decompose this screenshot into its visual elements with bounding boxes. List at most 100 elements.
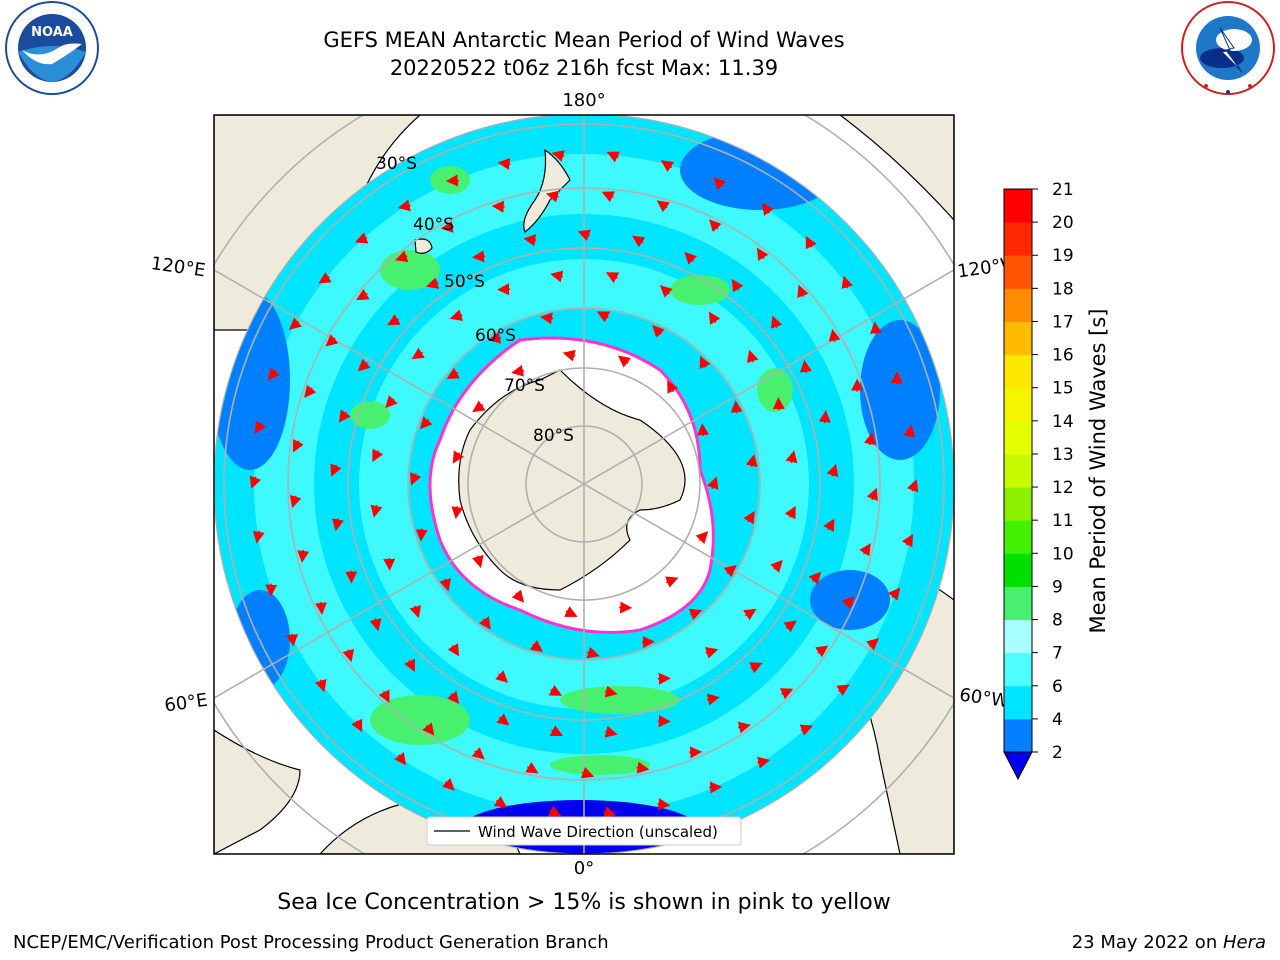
wave-direction-arrow [342,648,355,663]
wave-direction-arrow [439,578,451,592]
wave-direction-arrow [799,724,813,736]
wave-direction-arrow [315,679,327,693]
wave-direction-arrow [511,364,525,377]
colorbar-tick-label: 16 [1052,346,1074,366]
wave-direction-arrow [657,798,671,811]
wave-direction-arrow [870,321,882,335]
wave-direction-arrow [397,199,411,212]
lat-label-50s: 50°S [444,272,485,292]
wave-direction-arrow [325,334,339,347]
wave-direction-arrow [757,756,771,769]
wave-direction-arrow [497,157,511,170]
colorbar-segment [1004,718,1032,753]
wave-direction-arrow [808,571,822,585]
colorbar-tick-label: 18 [1052,279,1074,299]
wave-direction-arrow [784,505,796,520]
wave-direction-arrow [841,596,855,610]
wave-direction-arrow [823,518,835,532]
wave-direction-arrow [577,229,591,242]
wave-direction-arrow [252,530,265,544]
wave-direction-arrow [841,275,853,289]
wave-direction-arrow [488,331,502,344]
latitude-labels: 30°S 40°S 50°S 60°S 70°S 80°S [376,154,574,446]
wave-direction-arrow [419,416,433,430]
wave-direction-arrow [495,670,509,683]
wave-direction-arrow [249,475,262,489]
lon-label-60w: 60°W [958,684,1010,712]
wave-direction-arrow [394,752,407,766]
wave-direction-arrow [888,587,901,601]
wave-direction-arrow [496,713,510,726]
colorbar-frame [1003,188,1033,753]
colorbar-segment [1004,387,1032,422]
wave-direction-arrow [357,358,371,372]
colorbar-tick-label: 11 [1052,511,1074,531]
wave-direction-arrow [404,658,415,672]
wave-direction-arrow [410,472,422,486]
colorbar-tick-label: 4 [1052,710,1063,730]
wave-direction-arrow [709,219,722,233]
footer-date: 23 May 2022 on Hera [1072,932,1266,953]
wave-direction-arrow [267,367,280,381]
wave-direction-arrow [632,235,646,248]
colorbar-segment [1004,222,1032,256]
wave-direction-arrow [828,328,841,342]
wave-direction-arrow [422,722,435,736]
wave-direction-arrow [667,380,679,394]
wave-direction-arrow [330,463,342,477]
wave-direction-arrow [746,349,759,363]
wave-direction-arrow [797,284,809,298]
colorbar-segment [1004,586,1032,621]
wave-direction-arrow [604,685,618,698]
wave-direction-arrow [818,410,831,424]
wave-direction-arrow [617,355,631,368]
wave-direction-arrow [511,589,525,603]
colorbar-tick-label: 13 [1052,445,1074,465]
lat-label-60s: 60°S [475,326,516,346]
wave-direction-arrow [254,420,267,434]
colorbar-segment [1004,520,1032,554]
wave-direction-arrow [652,325,665,338]
wave-direction-arrow [815,645,829,658]
colorbar-segment [1004,619,1032,654]
wave-direction-arrow [730,400,743,414]
wave-direction-arrow [901,534,914,548]
wave-direction-arrow [596,311,611,323]
wave-direction-arrow [580,766,595,779]
lat-label-30s: 30°S [376,154,417,174]
wave-direction-arrow [836,684,850,696]
wave-direction-arrow [906,479,919,493]
wave-direction-arrow [770,559,783,573]
lon-label-60e: 60°E [163,690,209,717]
colorbar-tick-label: 7 [1052,644,1063,664]
colorbar-tick-label: 6 [1052,677,1063,697]
wave-direction-arrow [549,725,564,737]
wave-direction-arrow [472,400,486,413]
wave-direction-arrow [315,601,327,615]
wave-direction-arrow [445,174,459,187]
wave-direction-arrow [697,423,710,437]
wave-direction-arrow [731,278,744,293]
wave-direction-arrow [471,554,484,569]
colorbar-tick-label: 17 [1052,312,1074,332]
wave-direction-arrow [472,250,486,263]
wave-direction-arrow [415,528,428,542]
wave-direction-arrow [446,367,460,379]
wave-direction-arrow [562,349,576,362]
wave-direction-arrow [761,202,774,216]
wave-direction-arrow [395,250,409,263]
wave-direction-arrow [743,608,757,621]
wave-direction-arrow [387,314,401,326]
wave-direction-arrow [723,565,737,578]
wave-direction-arrow [452,450,465,464]
wave-direction-arrow [548,684,563,696]
colorbar-tick-label: 14 [1052,412,1074,432]
wave-direction-arrow [289,317,303,330]
colorbar-segment [1004,487,1032,521]
wave-direction-arrow [441,778,455,791]
wave-direction-arrow [491,200,505,213]
wave-direction-arrow [447,690,460,704]
wave-direction-arrow [378,689,390,703]
wave-direction-arrow [304,384,317,398]
chart-title-line2: 20220522 t06z 216h fcst Max: 11.39 [389,56,779,80]
